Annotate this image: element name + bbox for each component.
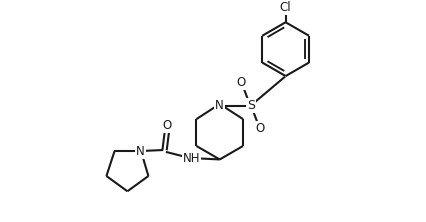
Text: N: N: [216, 99, 224, 112]
Text: O: O: [256, 122, 265, 135]
Text: N: N: [136, 145, 145, 158]
Text: NH: NH: [183, 152, 200, 165]
Text: O: O: [236, 76, 246, 89]
Text: S: S: [247, 99, 255, 112]
Text: Cl: Cl: [280, 1, 291, 14]
Text: O: O: [163, 119, 172, 132]
